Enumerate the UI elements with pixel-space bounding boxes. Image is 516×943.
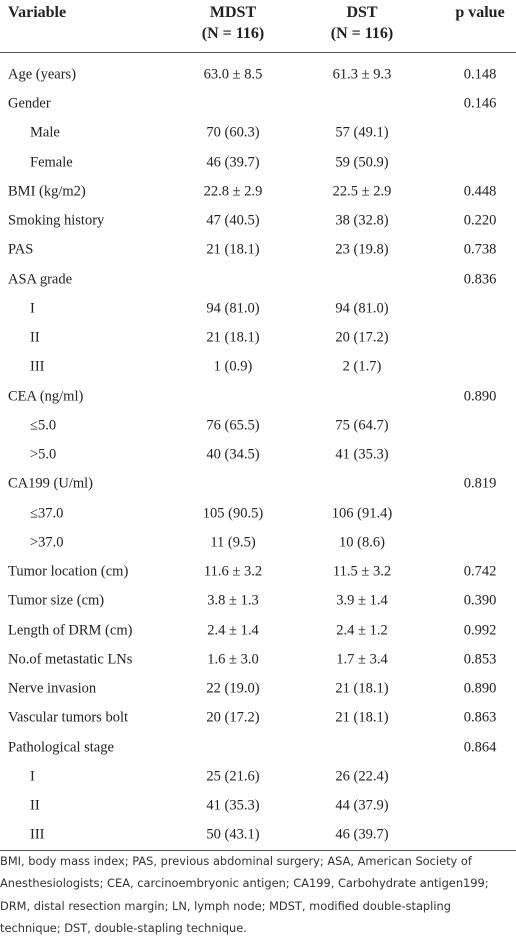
row-label: III — [30, 358, 45, 375]
cell: 0.836 — [463, 271, 497, 288]
row-label: CEA (ng/ml) — [8, 388, 84, 405]
cell: 61.3 ± 9.3 — [332, 66, 392, 83]
row-label: Tumor location (cm) — [8, 563, 129, 580]
cell: 105 (90.5) — [202, 505, 264, 522]
header-cell: p value — [455, 4, 505, 21]
row-label: ASA grade — [8, 271, 73, 288]
row-label: >37.0 — [30, 534, 64, 551]
cell: 22.5 ± 2.9 — [332, 183, 392, 200]
row-label: No.of metastatic LNs — [8, 651, 133, 668]
cell: 0.992 — [463, 622, 497, 639]
cell: 44 (37.9) — [335, 797, 389, 814]
row-label: Tumor size (cm) — [8, 592, 105, 609]
cell: 38 (32.8) — [335, 212, 389, 229]
cell: 21 (18.1) — [335, 709, 389, 726]
cell: 0.864 — [463, 739, 497, 756]
cell: 11 (9.5) — [210, 534, 256, 551]
row-label: BMI (kg/m2) — [8, 183, 86, 200]
cell: 50 (43.1) — [206, 826, 260, 843]
row-label: I — [30, 300, 35, 317]
cell: 1.7 ± 3.4 — [336, 651, 388, 668]
row-label: Length of DRM (cm) — [8, 622, 133, 639]
footnote: BMI, body mass index; PAS, previous abdo… — [0, 854, 489, 936]
row-label: Age (years) — [8, 66, 77, 83]
row-label: ≤5.0 — [30, 417, 57, 434]
cell: 3.9 ± 1.4 — [336, 592, 388, 609]
cell: 21 (18.1) — [206, 241, 260, 258]
row-label: Pathological stage — [8, 739, 114, 756]
cell: 46 (39.7) — [335, 826, 389, 843]
cell: 0.890 — [463, 680, 497, 697]
cell: 2.4 ± 1.4 — [207, 622, 259, 639]
cell: 25 (21.6) — [206, 768, 260, 785]
row-label: III — [30, 826, 45, 843]
row-label: I — [30, 768, 35, 785]
cell: 106 (91.4) — [331, 505, 393, 522]
cell: 94 (81.0) — [206, 300, 260, 317]
cell: 57 (49.1) — [335, 124, 389, 141]
header-rule — [0, 52, 516, 53]
cell: 21 (18.1) — [206, 329, 260, 346]
row-label: Smoking history — [8, 212, 105, 229]
cell: 0.863 — [463, 709, 497, 726]
row-label: >5.0 — [30, 446, 57, 463]
header-cell: DST — [346, 4, 378, 21]
cell: 1 (0.9) — [213, 358, 253, 375]
cell: 0.148 — [463, 66, 497, 83]
cell: 63.0 ± 8.5 — [203, 66, 263, 83]
cell: 47 (40.5) — [206, 212, 260, 229]
header-cell: Variable — [8, 4, 67, 21]
cell: 46 (39.7) — [206, 154, 260, 171]
row-label: Gender — [8, 95, 51, 112]
cell: 75 (64.7) — [335, 417, 389, 434]
header-cell: (N = 116) — [201, 25, 265, 42]
cell: 41 (35.3) — [335, 446, 389, 463]
cell: 22 (19.0) — [206, 680, 260, 697]
row-label: II — [30, 329, 40, 346]
cell: 11.5 ± 3.2 — [332, 563, 392, 580]
cell: 1.6 ± 3.0 — [207, 651, 259, 668]
cell: 0.146 — [463, 95, 497, 112]
cell: 0.738 — [463, 241, 497, 258]
cell: 2 (1.7) — [342, 358, 382, 375]
cell: 3.8 ± 1.3 — [207, 592, 259, 609]
row-label: CA199 (U/ml) — [8, 475, 93, 492]
row-label: II — [30, 797, 40, 814]
header-cell: (N = 116) — [330, 25, 394, 42]
row-label: Female — [30, 154, 73, 171]
cell: 20 (17.2) — [335, 329, 389, 346]
row-label: Male — [30, 124, 60, 141]
cell: 10 (8.6) — [339, 534, 385, 551]
row-label: Nerve invasion — [8, 680, 97, 697]
cell: 26 (22.4) — [335, 768, 389, 785]
cell: 0.390 — [463, 592, 497, 609]
cell: 41 (35.3) — [206, 797, 260, 814]
cell: 76 (65.5) — [206, 417, 260, 434]
cell: 70 (60.3) — [206, 124, 260, 141]
cell: 59 (50.9) — [335, 154, 389, 171]
row-label: Vascular tumors bolt — [8, 709, 129, 726]
cell: 0.220 — [463, 212, 497, 229]
cell: 0.742 — [463, 563, 497, 580]
cell: 2.4 ± 1.2 — [336, 622, 388, 639]
cell: 23 (19.8) — [335, 241, 389, 258]
cell: 0.448 — [463, 183, 497, 200]
cell: 94 (81.0) — [335, 300, 389, 317]
cell: 40 (34.5) — [206, 446, 260, 463]
cell: 22.8 ± 2.9 — [203, 183, 263, 200]
cell: 21 (18.1) — [335, 680, 389, 697]
header-cell: MDST — [209, 4, 257, 21]
bottom-rule — [0, 850, 516, 851]
cell: 0.890 — [463, 388, 497, 405]
cell: 11.6 ± 3.2 — [203, 563, 263, 580]
cell: 20 (17.2) — [206, 709, 260, 726]
row-label: ≤37.0 — [30, 505, 64, 522]
cell: 0.853 — [463, 651, 497, 668]
cell: 0.819 — [463, 475, 497, 492]
row-label: PAS — [8, 241, 34, 258]
